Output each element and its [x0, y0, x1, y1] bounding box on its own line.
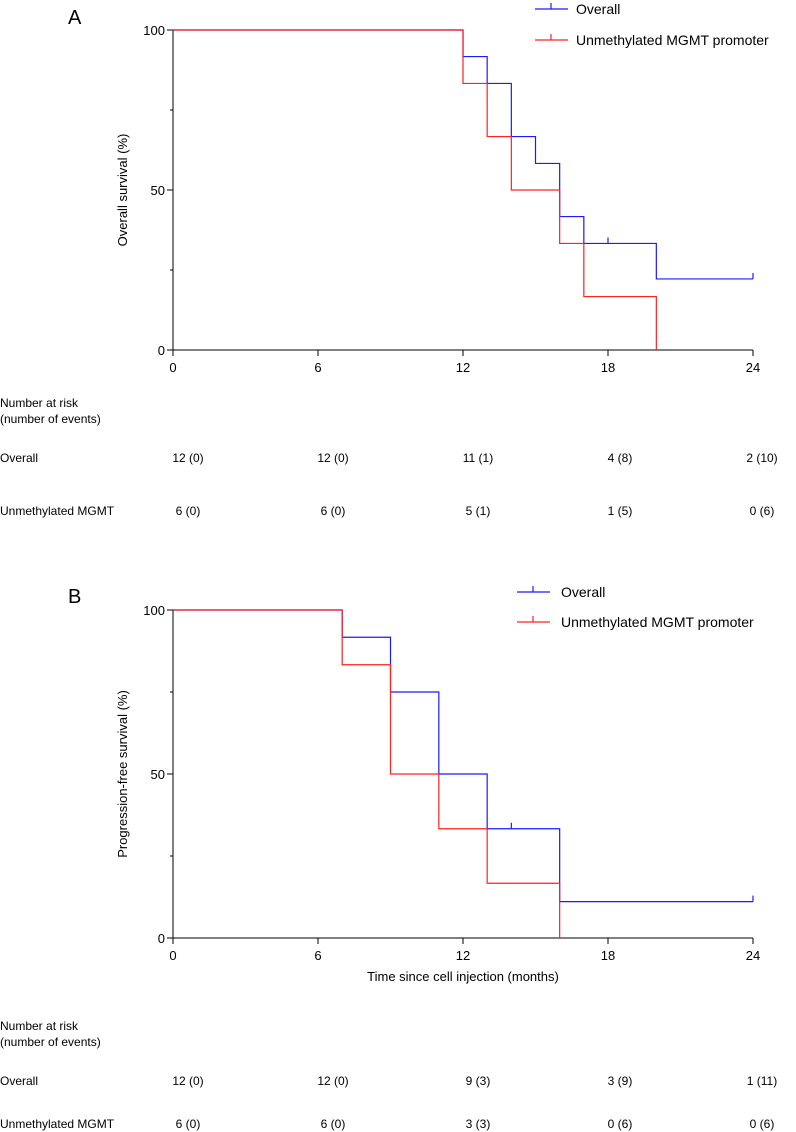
panel-a-risk-unmethylated-cell: 0 (6): [750, 504, 775, 518]
panel-a-y-tick-label-100: 100: [143, 23, 165, 38]
panel-b-risk-overall-cell: 12 (0): [317, 1074, 348, 1088]
panel-b-risk-row-unmethylated-label: Unmethylated MGMT: [0, 1117, 115, 1131]
panel-b-risk-unmethylated-cell: 6 (0): [176, 1117, 201, 1131]
panel-b-risk-header-line2: (number of events): [0, 1035, 101, 1049]
panel-a-risk-overall-cell: 12 (0): [317, 451, 348, 465]
panel-a-x-tick-label-6: 6: [314, 360, 321, 375]
panel-b-censor-marks: [510, 822, 754, 902]
panel-a-legend-unmethylated-label: Unmethylated MGMT promoter: [576, 32, 769, 48]
panel-b-risk-overall-cell: 12 (0): [172, 1074, 203, 1088]
panel-a-y-axis-title: Overall survival (%): [115, 134, 130, 247]
panel-b-risk-overall-cell: 1 (11): [747, 1074, 777, 1088]
panel-a-series-unmethylated-line: [173, 29, 657, 350]
panel-a-risk-header-line1: Number at risk: [0, 396, 79, 410]
panel-a-x-tick-label-0: 0: [169, 360, 176, 375]
panel-a-axis-ticks: [167, 29, 754, 356]
panel-b-risk-table: Number at risk (number of events) Overal…: [0, 1019, 777, 1131]
panel-a-series-overall-line: [173, 29, 753, 280]
panel-a-legend: Overall Unmethylated MGMT promoter: [535, 1, 769, 48]
panel-a-x-tick-label-24: 24: [746, 360, 760, 375]
panel-a-risk-row-unmethylated-label: Unmethylated MGMT: [0, 504, 115, 518]
panel-b: B 100 50 0 0 6 12 18 24 Time since cell …: [0, 584, 777, 1131]
panel-b-risk-overall-cell: 9 (3): [466, 1074, 491, 1088]
panel-b-x-tick-label-6: 6: [314, 948, 321, 963]
panel-b-series-overall-line: [173, 609, 753, 903]
panel-a-risk-overall-cell: 2 (10): [746, 451, 777, 465]
panel-a-x-tick-label-12: 12: [456, 360, 470, 375]
panel-b-x-tick-label-24: 24: [746, 948, 760, 963]
panel-b-risk-unmethylated-cell: 3 (3): [466, 1117, 491, 1131]
panel-a-risk-overall-cell: 12 (0): [172, 451, 203, 465]
panel-a: A 100 50 0 0 6 12 18 24 Overall survival…: [0, 1, 778, 518]
panel-b-y-axis-title: Progression-free survival (%): [115, 690, 130, 858]
panel-b-risk-unmethylated-cell: 0 (6): [608, 1117, 633, 1131]
panel-b-y-tick-label-0: 0: [158, 931, 165, 946]
panel-b-risk-row-overall-label: Overall: [0, 1074, 38, 1088]
panel-a-y-tick-label-50: 50: [151, 183, 165, 198]
panel-b-risk-unmethylated-cell: 6 (0): [321, 1117, 346, 1131]
panel-b-series-unmethylated-line: [173, 609, 561, 938]
panel-b-risk-unmethylated-cell: 0 (6): [750, 1117, 775, 1131]
panel-a-risk-unmethylated-cell: 5 (1): [466, 504, 491, 518]
panel-a-risk-table: Number at risk (number of events) Overal…: [0, 396, 778, 518]
panel-a-censor-marks: [607, 237, 754, 279]
panel-b-y-tick-label-50: 50: [151, 767, 165, 782]
panel-a-x-tick-label-18: 18: [601, 360, 615, 375]
panel-b-risk-overall-cell: 3 (9): [608, 1074, 633, 1088]
panel-b-y-tick-label-100: 100: [143, 603, 165, 618]
panel-a-risk-row-overall-label: Overall: [0, 451, 38, 465]
panel-a-legend-overall-label: Overall: [576, 1, 620, 17]
panel-a-risk-unmethylated-cell: 1 (5): [608, 504, 633, 518]
panel-b-legend: Overall Unmethylated MGMT promoter: [517, 584, 754, 630]
panel-b-risk-header-line1: Number at risk: [0, 1019, 79, 1033]
panel-a-letter: A: [68, 7, 82, 29]
panel-a-risk-overall-cell: 4 (8): [608, 451, 633, 465]
panel-b-x-axis-title: Time since cell injection (months): [367, 969, 559, 984]
panel-b-axis-ticks: [167, 609, 754, 944]
panel-b-legend-overall-label: Overall: [561, 584, 605, 600]
panel-a-risk-unmethylated-cell: 6 (0): [321, 504, 346, 518]
panel-a-risk-header-line2: (number of events): [0, 412, 101, 426]
panel-a-risk-overall-cell: 11 (1): [463, 451, 493, 465]
panel-b-x-tick-label-18: 18: [601, 948, 615, 963]
panel-b-legend-unmethylated-label: Unmethylated MGMT promoter: [561, 614, 754, 630]
panel-b-letter: B: [68, 586, 81, 608]
panel-a-y-tick-label-0: 0: [158, 343, 165, 358]
panel-a-risk-unmethylated-cell: 6 (0): [176, 504, 201, 518]
panel-b-x-tick-label-12: 12: [456, 948, 470, 963]
panel-b-x-tick-label-0: 0: [169, 948, 176, 963]
